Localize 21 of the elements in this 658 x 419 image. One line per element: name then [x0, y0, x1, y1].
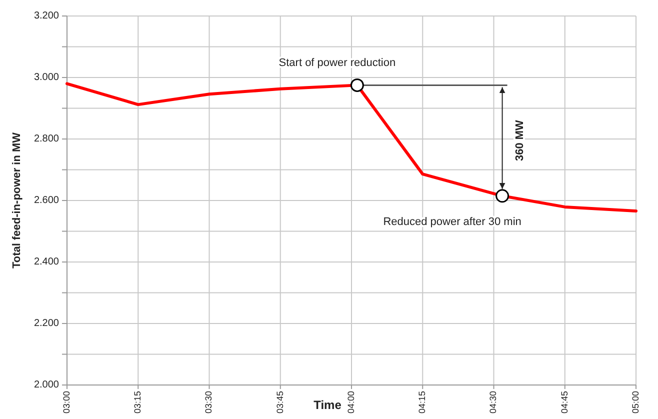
x-tick-label: 05:00: [630, 391, 640, 414]
x-tick-label: 03:15: [132, 391, 142, 414]
annotation: Reduced power after 30 min: [383, 216, 522, 228]
y-tick-label: 3.200: [34, 10, 60, 22]
y-axis-title: Total feed-in-power in MW: [11, 132, 23, 269]
y-tick-label: 2.200: [34, 318, 60, 330]
y-tick-label: 2.400: [34, 256, 60, 268]
y-tick-label: 2.600: [34, 195, 60, 206]
x-tick-label: 04:15: [417, 391, 427, 414]
x-tick-label: 03:30: [204, 391, 214, 414]
x-tick-label: 04:45: [559, 391, 570, 414]
y-tick-label: 2.800: [34, 134, 60, 145]
x-tick-label: 04:00: [346, 391, 356, 414]
x-tick-label: 03:45: [274, 391, 285, 414]
y-tick-label: 2.000: [34, 380, 60, 391]
y-tick-label: 3.000: [34, 72, 60, 84]
x-tick-label: 04:30: [488, 391, 498, 414]
x-axis-title: Time: [314, 398, 342, 412]
x-tick-label: 03:00: [61, 391, 72, 414]
annotation: Start of power reduction: [278, 57, 396, 70]
annotation: 360 MW: [514, 119, 526, 162]
